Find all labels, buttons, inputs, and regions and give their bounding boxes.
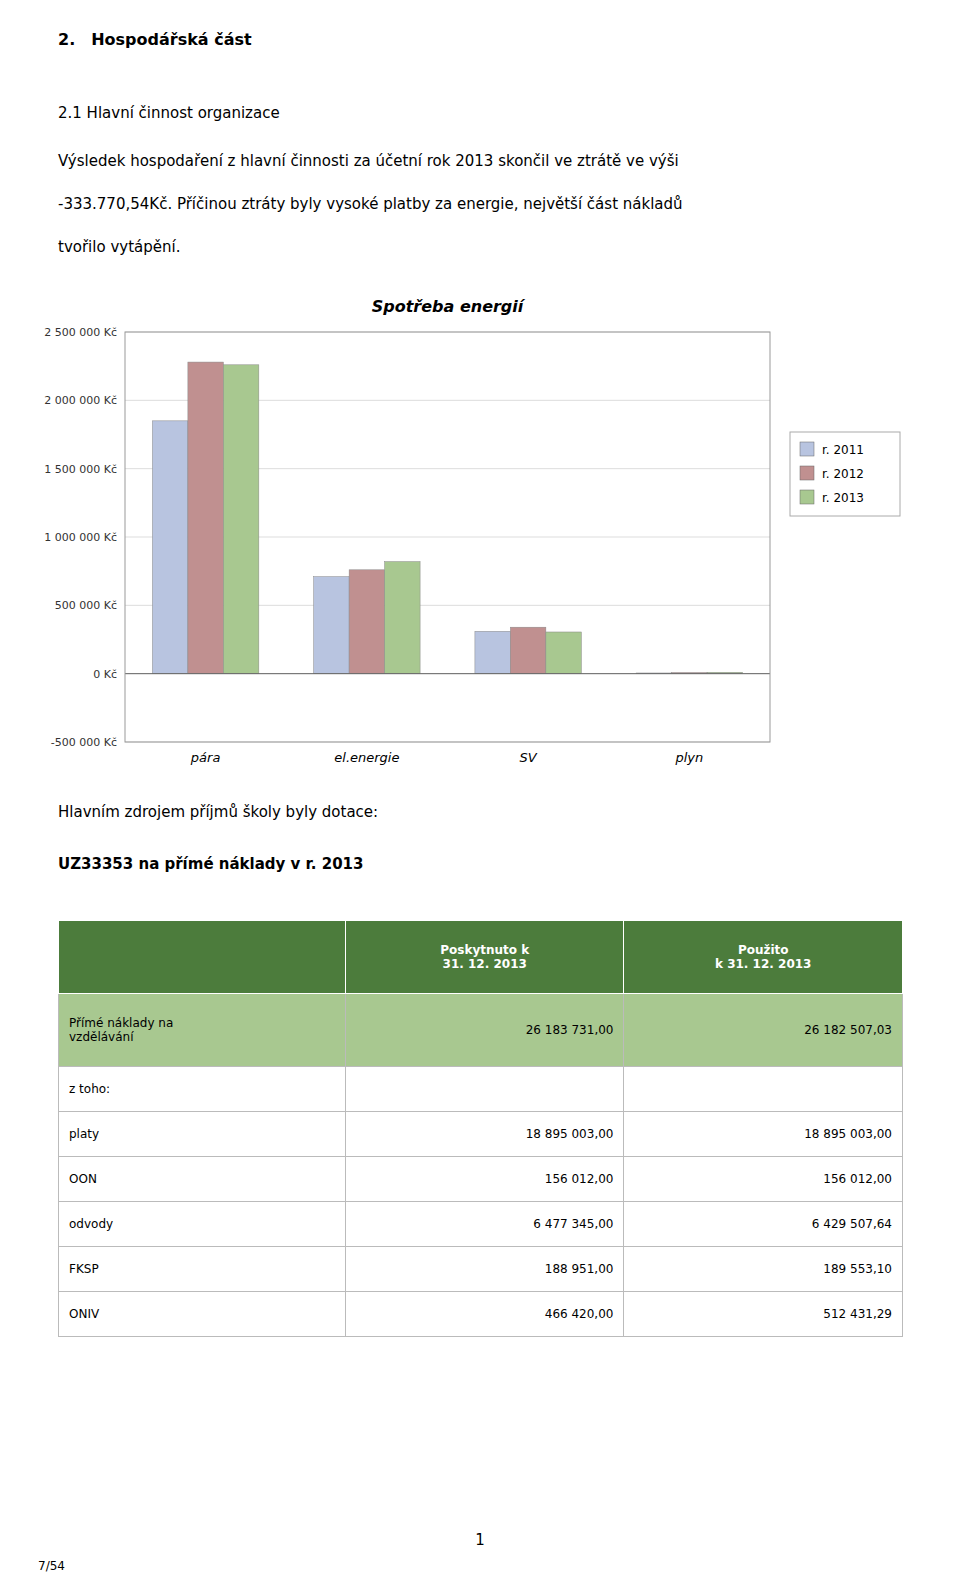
- page-footer: 7/54: [38, 1559, 65, 1573]
- bar: [475, 631, 510, 673]
- y-tick-label: 2 500 000 Kč: [44, 326, 117, 339]
- legend-swatch: [800, 442, 814, 456]
- table-cell: [345, 1067, 624, 1112]
- x-tick-label: el.energie: [334, 750, 399, 765]
- table-cell: 156 012,00: [624, 1157, 903, 1202]
- table-cell: FKSP: [59, 1247, 346, 1292]
- bar: [223, 365, 258, 674]
- subtitle: 2.1 Hlavní činnost organizace: [58, 104, 280, 122]
- table-row: platy18 895 003,0018 895 003,00: [59, 1112, 903, 1157]
- table-cell: 512 431,29: [624, 1292, 903, 1337]
- baseline: [125, 673, 770, 674]
- table-header-cell: Použito k 31. 12. 2013: [624, 921, 903, 994]
- y-tick-label: -500 000 Kč: [51, 736, 117, 749]
- table-cell: z toho:: [59, 1067, 346, 1112]
- table-cell: 6 429 507,64: [624, 1202, 903, 1247]
- bar: [546, 632, 581, 674]
- paragraph-line: Výsledek hospodaření z hlavní činnosti z…: [58, 152, 679, 170]
- table-row: Přímé náklady na vzdělávání26 183 731,00…: [59, 994, 903, 1067]
- bar: [188, 362, 223, 674]
- chart: Spotřeba energií -500 000 Kč 0 Kč 500 000 K…: [0, 282, 960, 792]
- table-row: ONIV466 420,00512 431,29: [59, 1292, 903, 1337]
- bar: [349, 570, 384, 674]
- paragraph-line: -333.770,54Kč. Příčinou ztráty byly vyso…: [58, 195, 683, 213]
- paragraph-line: tvořilo vytápění.: [58, 238, 180, 256]
- plot-frame: [125, 332, 770, 742]
- x-tick-label: plyn: [674, 750, 703, 765]
- bar: [510, 627, 545, 673]
- legend-swatch: [800, 466, 814, 480]
- table-cell: 466 420,00: [345, 1292, 624, 1337]
- table-cell: 26 183 731,00: [345, 994, 624, 1067]
- section-heading: 2. Hospodářská část: [58, 30, 252, 49]
- table-row: odvody6 477 345,006 429 507,64: [59, 1202, 903, 1247]
- text-below-chart: Hlavním zdrojem příjmů školy byly dotace…: [58, 803, 378, 821]
- plot-background: [125, 332, 770, 742]
- table-cell: 188 951,00: [345, 1247, 624, 1292]
- table-cell: 18 895 003,00: [345, 1112, 624, 1157]
- table-title: UZ33353 na přímé náklady v r. 2013: [58, 855, 364, 873]
- legend-label: r. 2012: [822, 467, 864, 481]
- grid-line: [125, 673, 770, 674]
- y-tick-label: 1 000 000 Kč: [44, 531, 117, 544]
- chart-title: Spotřeba energií: [372, 297, 526, 316]
- table-header-cell: Poskytnuto k 31. 12. 2013: [345, 921, 624, 994]
- table-cell: 189 553,10: [624, 1247, 903, 1292]
- table-cell: OON: [59, 1157, 346, 1202]
- y-tick-label: 500 000 Kč: [55, 599, 117, 612]
- table: Poskytnuto k 31. 12. 2013Použito k 31. 1…: [58, 920, 903, 1337]
- page: { "title_section": "2.\u2003Hospodářská …: [0, 0, 960, 1594]
- table-cell: 18 895 003,00: [624, 1112, 903, 1157]
- x-tick-label: pára: [190, 750, 221, 765]
- y-tick-label: 2 000 000 Kč: [44, 394, 117, 407]
- bar: [385, 562, 420, 674]
- table-row: FKSP188 951,00189 553,10: [59, 1247, 903, 1292]
- table-cell: platy: [59, 1112, 346, 1157]
- table-cell: Přímé náklady na vzdělávání: [59, 994, 346, 1067]
- bars: [152, 362, 742, 674]
- table-header-cell: [59, 921, 346, 994]
- table-cell: ONIV: [59, 1292, 346, 1337]
- table-row: OON156 012,00156 012,00: [59, 1157, 903, 1202]
- legend-swatch: [800, 490, 814, 504]
- bar: [152, 421, 187, 674]
- y-tick-label: 1 500 000 Kč: [44, 463, 117, 476]
- table-cell: 6 477 345,00: [345, 1202, 624, 1247]
- table-cell: [624, 1067, 903, 1112]
- legend-label: r. 2011: [822, 443, 864, 457]
- y-tick-label: 0 Kč: [93, 668, 117, 681]
- page-number: 1: [0, 1531, 960, 1549]
- legend-box: [790, 432, 900, 516]
- bar: [314, 577, 349, 674]
- table-cell: 156 012,00: [345, 1157, 624, 1202]
- table-cell: 26 182 507,03: [624, 994, 903, 1067]
- x-tick-label: SV: [520, 750, 538, 765]
- legend-label: r. 2013: [822, 491, 864, 505]
- table-cell: odvody: [59, 1202, 346, 1247]
- table-row: z toho:: [59, 1067, 903, 1112]
- table-header-row: Poskytnuto k 31. 12. 2013Použito k 31. 1…: [59, 921, 903, 994]
